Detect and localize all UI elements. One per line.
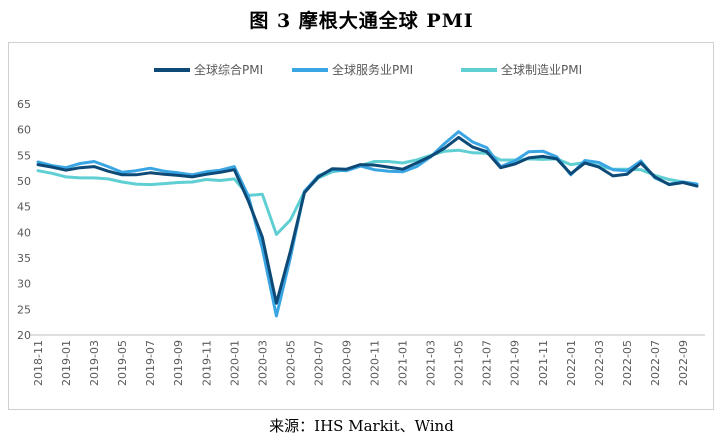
legend-label: 全球服务业PMI (332, 62, 413, 77)
y-tick-label: 40 (17, 226, 31, 239)
x-tick-label: 2021-07 (481, 340, 494, 386)
x-tick-label: 2020-07 (312, 340, 325, 386)
x-tick-label: 2020-11 (369, 340, 382, 386)
x-tick-label: 2019-05 (116, 340, 129, 386)
y-tick-label: 55 (17, 149, 31, 162)
x-tick-label: 2019-09 (172, 340, 185, 386)
x-tick-label: 2021-09 (509, 340, 522, 386)
legend-label: 全球综合PMI (194, 62, 263, 77)
y-tick-label: 35 (17, 252, 31, 265)
figure-title: 图 3 摩根大通全球 PMI (249, 10, 474, 32)
x-tick-label: 2022-07 (649, 340, 662, 386)
chart-frame: 20 25 30 35 40 45 50 55 60 65 2018-11 2019-01 2019-0… (8, 42, 714, 410)
legend-label: 全球制造业PMI (501, 62, 582, 77)
y-tick-label: 50 (17, 175, 31, 188)
x-tick-label: 2020-05 (284, 340, 297, 386)
source-note: 来源：IHS Markit、Wind (269, 417, 454, 435)
y-tick-label: 45 (17, 201, 31, 214)
x-tick-label: 2020-01 (228, 340, 241, 386)
x-tick-label: 2018-11 (32, 340, 45, 386)
line-chart: 20 25 30 35 40 45 50 55 60 65 2018-11 2019-01 2019-0… (17, 62, 705, 386)
series-line-1 (36, 135, 699, 305)
x-tick-label: 2019-03 (88, 340, 101, 386)
y-tick-label: 65 (17, 98, 31, 111)
x-tick-label: 2019-07 (144, 340, 157, 386)
series-line-2 (36, 130, 699, 318)
x-tick-label: 2020-03 (256, 340, 269, 386)
x-tick-label: 2022-09 (677, 340, 690, 386)
x-tick-label: 2021-05 (453, 340, 466, 386)
x-tick-label: 2022-01 (565, 340, 578, 386)
x-tick-label: 2022-05 (621, 340, 634, 386)
y-tick-label: 20 (17, 329, 31, 342)
x-tick-label: 2019-01 (60, 340, 73, 386)
x-tick-label: 2021-03 (425, 340, 438, 386)
x-tick-label: 2021-11 (537, 340, 550, 386)
x-tick-label: 2022-03 (593, 340, 606, 386)
x-tick-label: 2021-01 (397, 340, 410, 386)
x-tick-label: 2020-09 (340, 340, 353, 386)
y-tick-label: 60 (17, 124, 31, 137)
x-tick-label: 2019-11 (200, 340, 213, 386)
y-tick-label: 25 (17, 303, 31, 316)
y-tick-label: 30 (17, 278, 31, 291)
